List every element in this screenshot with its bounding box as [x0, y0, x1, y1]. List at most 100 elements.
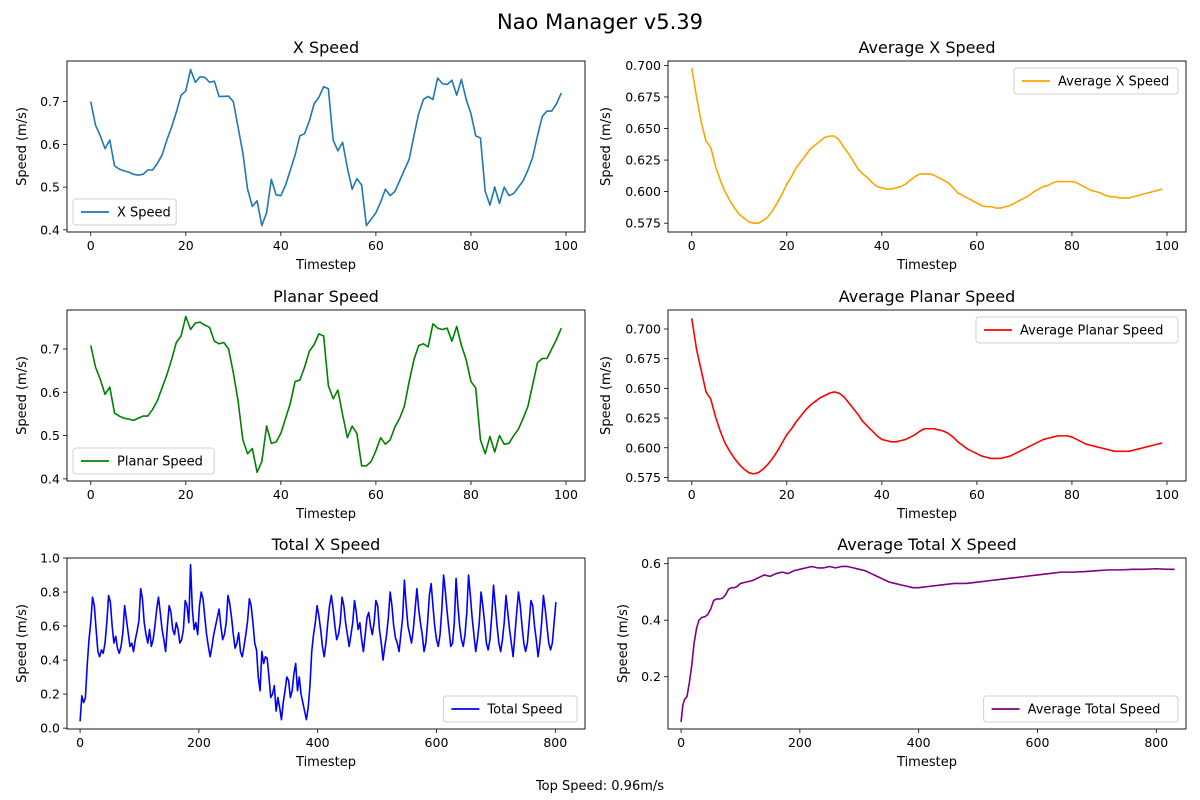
x-tick-label: 0 [688, 487, 696, 502]
x-tick-label: 40 [874, 238, 890, 253]
legend: Average Total Speed [983, 695, 1179, 723]
legend-label: Average X Speed [1058, 75, 1169, 90]
y-tick-label: 0.6 [40, 137, 60, 152]
legend-box [442, 695, 578, 723]
series-line [680, 565, 1175, 723]
plot-frame [667, 60, 1187, 233]
y-tick-label: 0.6 [641, 556, 661, 571]
plot-frame [66, 309, 586, 482]
y-tick-label: 0.6 [40, 619, 60, 634]
x-tick-label: 100 [1155, 487, 1179, 502]
subplot-6: Average Total X Speed 0 200 400 600 800 0.2 0.4… [616, 535, 1187, 770]
x-tick-label: 80 [463, 487, 479, 502]
legend: Total Speed [442, 695, 578, 723]
x-tick-label: 60 [368, 238, 384, 253]
y-tick-label: 0.625 [625, 411, 661, 426]
top-speed-label: Top Speed: 0.96m/s [535, 779, 665, 794]
x-axis-label: Timestep [295, 258, 356, 273]
y-tick-label: 0.2 [40, 687, 60, 702]
legend-box [1013, 67, 1179, 95]
subplot-4: Average Planar Speed 0 20 40 60 80 100 0.575 0.6… [599, 287, 1187, 522]
y-tick-label: 0.700 [625, 322, 661, 337]
legend-box [983, 695, 1179, 723]
x-tick-label: 100 [554, 487, 578, 502]
x-tick-label: 0 [76, 735, 84, 750]
figure-title: Nao Manager v5.39 [496, 10, 703, 34]
legend: X Speed [72, 198, 177, 226]
legend: Planar Speed [72, 447, 215, 475]
x-tick-label: 600 [425, 735, 449, 750]
legend: Average X Speed [1013, 67, 1179, 95]
x-tick-label: 0 [688, 238, 696, 253]
y-tick-label: 0.7 [40, 94, 60, 109]
y-tick-label: 0.675 [625, 351, 661, 366]
x-tick-label: 40 [874, 487, 890, 502]
plot-frame [667, 557, 1187, 730]
legend-box [72, 198, 177, 226]
x-tick-label: 80 [1064, 238, 1080, 253]
y-tick-label: 0.5 [40, 180, 60, 195]
chart-title: Average Total X Speed [837, 535, 1016, 554]
y-tick-label: 0.700 [625, 58, 661, 73]
y-tick-label: 0.4 [40, 653, 60, 668]
legend-label: Average Planar Speed [1020, 324, 1163, 339]
y-axis-label: Speed (m/s) [15, 107, 30, 186]
x-tick-label: 20 [779, 487, 795, 502]
x-tick-label: 400 [907, 735, 931, 750]
chart-title: Average Planar Speed [839, 287, 1015, 306]
y-tick-label: 0.600 [625, 184, 661, 199]
plot-frame [66, 557, 586, 730]
y-tick-label: 0.4 [641, 613, 661, 628]
x-tick-label: 40 [273, 238, 289, 253]
x-axis-label: Timestep [295, 755, 356, 770]
subplot-3: Planar Speed 0 20 40 60 80 100 0.4 0.5 0.6 0.7 Time… [15, 287, 586, 522]
x-tick-label: 200 [788, 735, 812, 750]
y-tick-label: 0.575 [625, 216, 661, 231]
x-tick-label: 0 [87, 487, 95, 502]
legend-label: Average Total Speed [1028, 703, 1161, 718]
y-axis-label: Speed (m/s) [616, 604, 631, 683]
x-tick-label: 40 [273, 487, 289, 502]
y-tick-label: 0.8 [40, 585, 60, 600]
x-tick-label: 20 [178, 487, 194, 502]
series-line [690, 318, 1163, 475]
series-line [690, 67, 1163, 224]
x-axis-label: Timestep [896, 258, 957, 273]
series-line [79, 564, 557, 722]
y-tick-label: 0.650 [625, 121, 661, 136]
y-tick-label: 0.625 [625, 153, 661, 168]
x-tick-label: 20 [779, 238, 795, 253]
legend-label: X Speed [117, 206, 171, 221]
x-tick-label: 20 [178, 238, 194, 253]
y-tick-label: 0.4 [40, 222, 60, 237]
y-axis-label: Speed (m/s) [599, 107, 614, 186]
y-axis-label: Speed (m/s) [599, 356, 614, 435]
x-tick-label: 60 [969, 487, 985, 502]
series-line [89, 68, 562, 227]
legend-box [975, 316, 1179, 344]
legend-label: Total Speed [486, 703, 562, 718]
legend-label: Planar Speed [117, 455, 203, 470]
x-tick-label: 100 [1155, 238, 1179, 253]
y-tick-label: 0.600 [625, 440, 661, 455]
x-tick-label: 60 [969, 238, 985, 253]
y-tick-label: 0.5 [40, 428, 60, 443]
y-tick-label: 0.2 [641, 669, 661, 684]
x-tick-label: 400 [306, 735, 330, 750]
x-tick-label: 0 [87, 238, 95, 253]
chart-title: Total X Speed [271, 535, 381, 554]
x-tick-label: 80 [1064, 487, 1080, 502]
x-tick-label: 60 [368, 487, 384, 502]
x-axis-label: Timestep [896, 755, 957, 770]
y-tick-label: 1.0 [40, 551, 60, 566]
subplot-2: Average X Speed 0 20 40 60 80 100 0.575 0.600 0.6… [599, 38, 1187, 273]
x-axis-label: Timestep [295, 507, 356, 522]
chart-title: Average X Speed [859, 38, 996, 57]
y-tick-label: 0.575 [625, 470, 661, 485]
legend-box [72, 447, 215, 475]
x-tick-label: 800 [543, 735, 567, 750]
x-axis-label: Timestep [896, 507, 957, 522]
y-axis-label: Speed (m/s) [15, 356, 30, 435]
series-line [89, 315, 562, 474]
